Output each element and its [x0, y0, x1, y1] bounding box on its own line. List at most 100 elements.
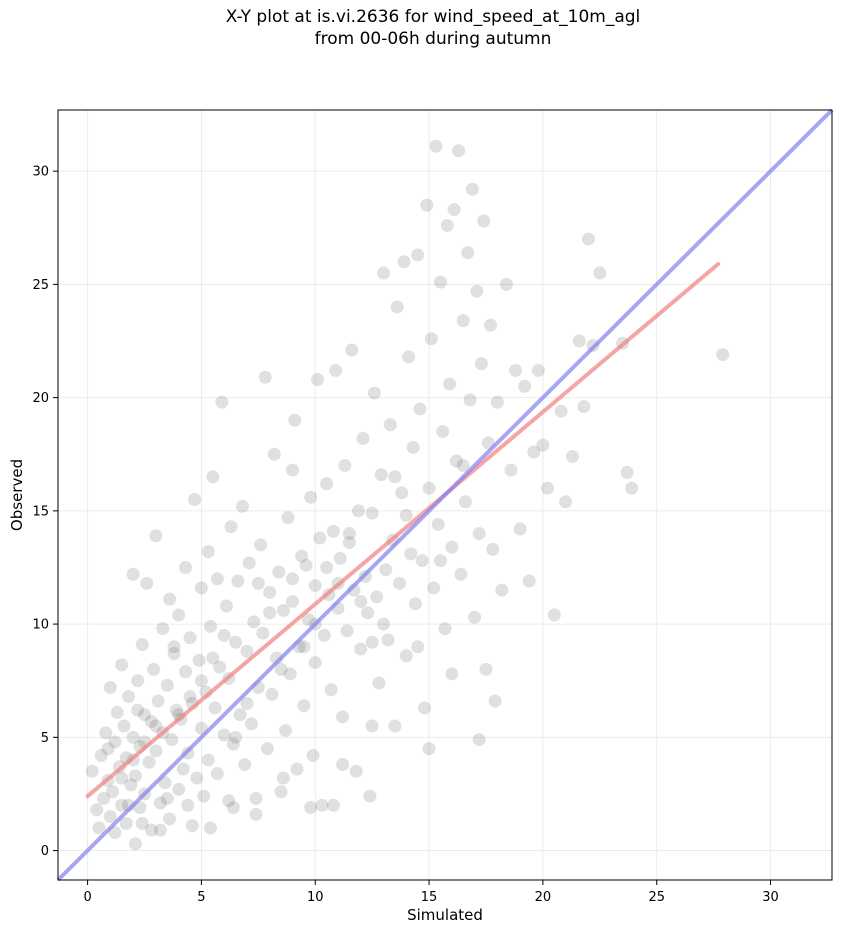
data-point — [431, 517, 445, 531]
data-point — [285, 594, 299, 608]
data-point — [276, 771, 290, 785]
data-point — [413, 402, 427, 416]
data-point — [531, 363, 545, 377]
data-point — [381, 633, 395, 647]
data-point — [144, 714, 158, 728]
data-point — [299, 558, 313, 572]
data-point — [156, 622, 170, 636]
y-tick-label: 20 — [32, 391, 49, 406]
data-point — [119, 816, 133, 830]
data-point — [340, 624, 354, 638]
data-point — [388, 470, 402, 484]
data-point — [204, 821, 218, 835]
data-point — [183, 690, 197, 704]
data-point — [320, 477, 334, 491]
data-point — [306, 748, 320, 762]
data-point — [276, 604, 290, 617]
data-point — [163, 812, 177, 826]
y-tick-label: 30 — [32, 165, 49, 180]
data-point — [311, 373, 325, 386]
data-point — [392, 576, 406, 590]
data-point — [504, 463, 518, 477]
data-point — [577, 400, 591, 414]
data-point — [438, 622, 452, 636]
data-point — [167, 640, 181, 654]
data-point — [274, 662, 288, 676]
data-point — [326, 524, 340, 538]
data-point — [324, 683, 338, 697]
data-point — [224, 520, 238, 534]
data-point — [454, 567, 468, 581]
data-point — [281, 511, 295, 525]
y-tick-label: 10 — [32, 618, 49, 633]
data-point — [90, 803, 104, 817]
x-axis-ticks: 0 5 10 15 20 25 30 — [83, 880, 779, 905]
data-point — [204, 619, 218, 633]
data-point — [285, 463, 299, 477]
data-point — [115, 798, 129, 812]
x-tick-label: 25 — [648, 890, 665, 905]
data-point — [249, 791, 263, 805]
data-point — [527, 445, 541, 459]
reference-lines — [56, 108, 834, 882]
data-point — [377, 617, 391, 631]
data-point — [536, 438, 550, 452]
data-point — [288, 413, 302, 427]
data-point — [363, 789, 377, 803]
data-point — [215, 395, 229, 409]
data-point — [172, 782, 186, 796]
data-point — [449, 454, 463, 468]
data-point — [342, 536, 356, 550]
data-point — [285, 572, 299, 586]
data-point — [197, 789, 211, 803]
data-point — [176, 762, 190, 776]
data-point — [308, 656, 322, 670]
data-point — [92, 821, 106, 835]
data-point — [408, 597, 422, 611]
data-point — [217, 628, 231, 642]
data-point — [301, 613, 315, 627]
data-point — [153, 796, 167, 810]
data-point — [465, 182, 479, 196]
data-point — [142, 755, 156, 769]
data-point — [395, 486, 409, 500]
data-point — [135, 637, 149, 651]
data-point — [249, 807, 263, 821]
data-point — [247, 615, 261, 629]
data-point — [122, 690, 136, 704]
data-point — [128, 769, 142, 783]
data-point — [115, 658, 129, 672]
data-point — [342, 527, 356, 540]
y-tick-label: 25 — [32, 278, 49, 293]
data-point — [472, 527, 486, 540]
data-point — [97, 791, 111, 805]
data-point — [461, 246, 475, 260]
data-point — [456, 459, 470, 473]
data-point — [229, 730, 243, 744]
data-point — [108, 735, 122, 749]
data-point — [415, 554, 429, 568]
data-point — [226, 801, 240, 815]
data-point — [456, 314, 470, 328]
x-axis-label: Simulated — [407, 906, 483, 924]
data-point — [99, 726, 113, 740]
data-point — [424, 332, 438, 346]
data-point — [477, 214, 491, 228]
y-tick-label: 15 — [32, 504, 49, 519]
data-point — [290, 762, 304, 776]
data-point — [338, 459, 352, 473]
data-point — [315, 798, 329, 812]
data-point — [206, 651, 220, 665]
data-point — [383, 418, 397, 432]
data-point — [149, 529, 163, 543]
chart-title: X-Y plot at is.vi.2636 for wind_speed_at… — [0, 6, 843, 50]
data-point — [260, 742, 274, 756]
data-point — [474, 357, 488, 371]
data-point — [147, 662, 161, 676]
data-point — [349, 764, 363, 778]
data-point — [559, 495, 573, 509]
data-point — [572, 334, 586, 348]
data-point — [106, 785, 120, 799]
data-point — [144, 823, 158, 837]
data-point — [422, 742, 436, 756]
